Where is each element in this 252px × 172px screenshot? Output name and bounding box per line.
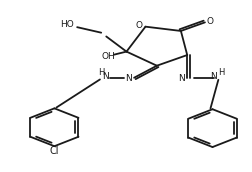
Text: N: N bbox=[125, 74, 131, 83]
Text: OH: OH bbox=[102, 52, 115, 61]
Text: H: H bbox=[98, 68, 104, 77]
Text: HO: HO bbox=[60, 20, 74, 29]
Text: N: N bbox=[178, 74, 184, 83]
Text: N: N bbox=[102, 72, 108, 81]
Text: N: N bbox=[209, 72, 216, 81]
Text: Cl: Cl bbox=[49, 146, 58, 156]
Text: O: O bbox=[135, 21, 142, 30]
Text: H: H bbox=[217, 68, 223, 77]
Text: O: O bbox=[206, 17, 213, 26]
